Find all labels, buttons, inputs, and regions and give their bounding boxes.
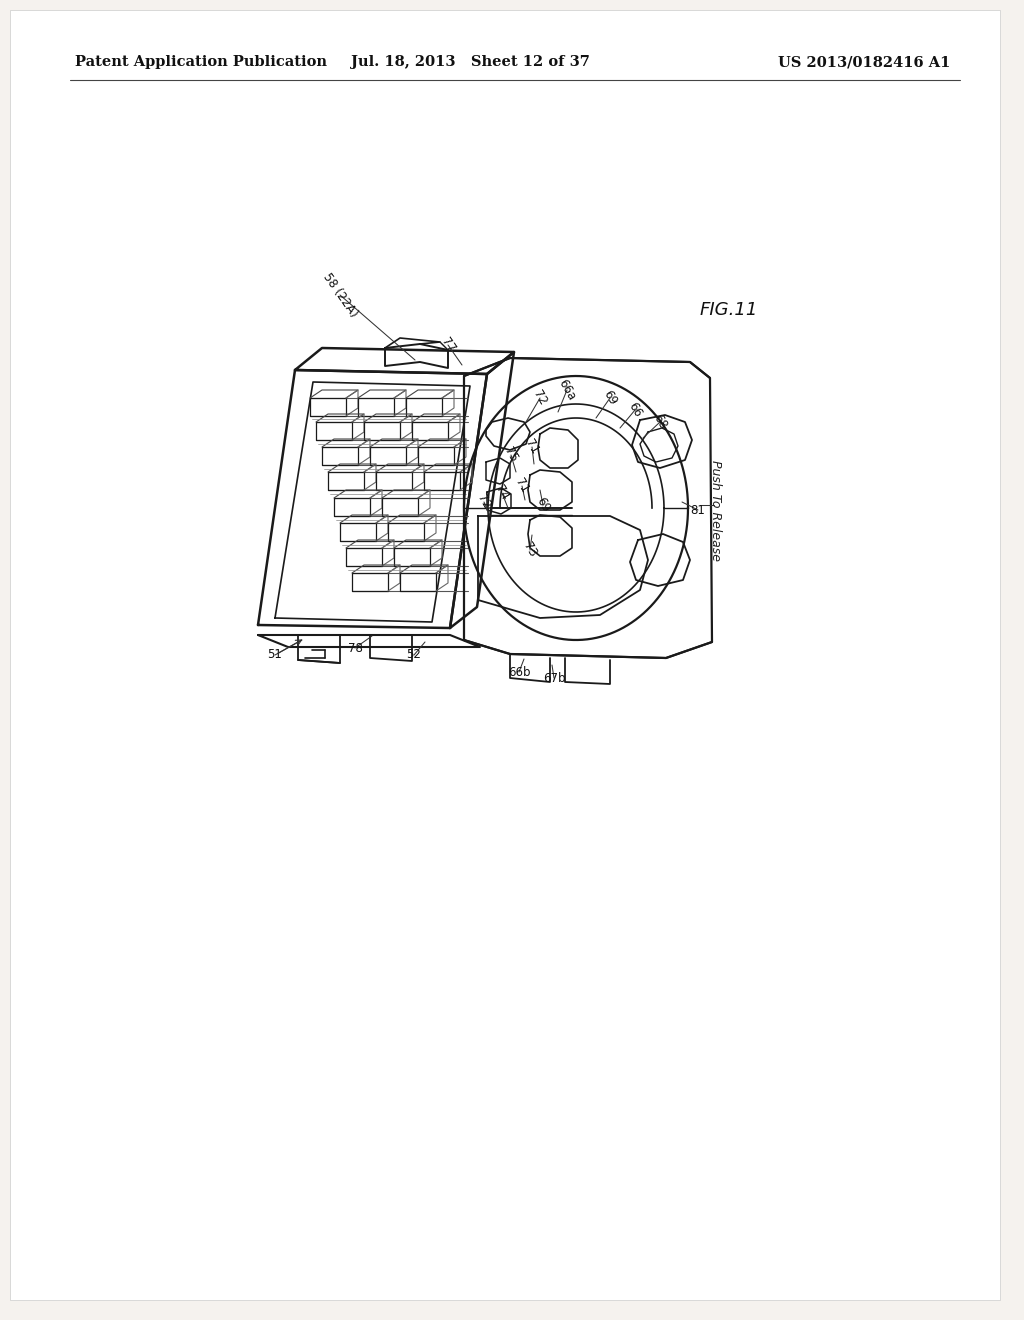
Text: 69: 69 [534, 495, 552, 515]
Text: 68: 68 [650, 412, 670, 432]
FancyBboxPatch shape [10, 11, 1000, 1300]
Text: 73: 73 [520, 540, 540, 560]
Text: 66a: 66a [556, 378, 579, 403]
Text: 66: 66 [626, 400, 644, 420]
Text: Patent Application Publication: Patent Application Publication [75, 55, 327, 69]
Text: 51: 51 [267, 648, 283, 661]
Text: 71: 71 [513, 477, 531, 496]
Text: 69: 69 [601, 388, 620, 408]
Text: Jul. 18, 2013   Sheet 12 of 37: Jul. 18, 2013 Sheet 12 of 37 [350, 55, 590, 69]
Text: 67b: 67b [543, 672, 565, 685]
Text: 75: 75 [502, 445, 520, 465]
Text: 72: 72 [530, 388, 550, 408]
Text: 77: 77 [438, 335, 458, 355]
Text: US 2013/0182416 A1: US 2013/0182416 A1 [777, 55, 950, 69]
Text: FIG.11: FIG.11 [700, 301, 759, 319]
Text: 74: 74 [493, 483, 511, 503]
Text: 81: 81 [690, 503, 706, 516]
Text: 66b: 66b [508, 665, 530, 678]
Text: 78: 78 [347, 642, 362, 655]
Text: 71: 71 [522, 437, 542, 457]
Text: Push To Release: Push To Release [709, 459, 722, 561]
Text: 58 (22A): 58 (22A) [321, 271, 359, 319]
Text: 72: 72 [474, 492, 494, 512]
Text: 52: 52 [407, 648, 422, 661]
